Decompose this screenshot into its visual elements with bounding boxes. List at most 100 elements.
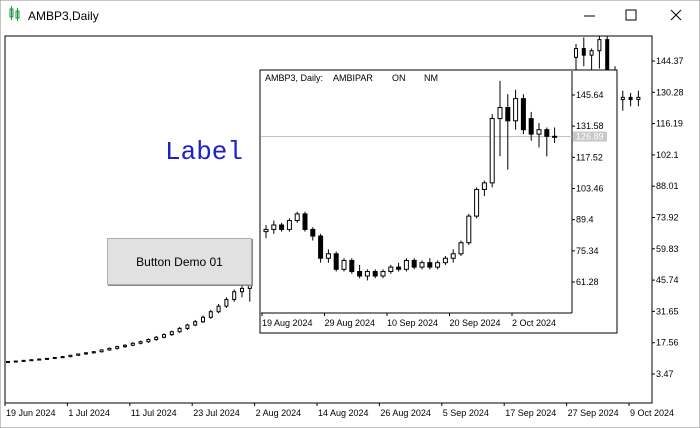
y-tick-label: 45.74: [656, 275, 679, 285]
candle-body: [208, 311, 213, 318]
y-tick-label: 61.28: [576, 277, 599, 287]
candle-body: [388, 266, 394, 273]
candle-body: [60, 356, 65, 359]
candle-body: [318, 235, 324, 259]
candle-body: [240, 287, 244, 293]
candle-body: [474, 189, 480, 217]
candle-body: [52, 356, 57, 359]
y-tick-label: 130.28: [656, 87, 684, 97]
candle-body: [636, 96, 641, 101]
candle-body: [185, 324, 190, 329]
x-tick-label: 11 Jul 2024: [131, 408, 177, 418]
candle-body: [6, 360, 10, 363]
candle-body: [193, 321, 198, 326]
candle-body: [13, 360, 18, 363]
candle-body: [138, 341, 143, 344]
candle-body: [403, 259, 409, 270]
candle-body: [574, 47, 578, 58]
candle-body: [419, 262, 425, 268]
candle-body: [605, 39, 610, 72]
x-tick-label: 19 Jun 2024: [6, 408, 56, 418]
candle-body: [481, 182, 487, 191]
x-tick-label: 27 Sep 2024: [568, 408, 619, 418]
candle-body: [130, 342, 135, 346]
candle-body: [123, 344, 127, 348]
candle-body: [628, 96, 633, 101]
x-tick-label: 23 Jul 2024: [193, 408, 240, 418]
candle-body: [37, 358, 42, 361]
y-tick-label: 102.1: [656, 150, 679, 160]
inner-title: ON: [392, 73, 406, 83]
candle-body: [232, 291, 237, 301]
demo-button[interactable]: Button Demo 01: [107, 238, 252, 285]
y-tick-label: 89.4: [576, 215, 594, 225]
candle-body: [489, 118, 495, 184]
candle-body: [224, 299, 229, 307]
y-tick-label: 116.19: [656, 119, 683, 129]
candle-body: [84, 352, 88, 355]
candle-body: [380, 271, 386, 277]
candle-body: [589, 50, 594, 56]
label: Label: [165, 137, 243, 167]
candle-body: [520, 98, 526, 131]
candle-body: [364, 271, 370, 277]
y-tick-label: 131.58: [576, 121, 604, 131]
y-tick-label: 145.64: [576, 90, 604, 100]
candle-body: [91, 351, 96, 354]
candle-body: [349, 259, 355, 273]
maximize-button[interactable]: [625, 9, 637, 21]
close-button[interactable]: [670, 9, 682, 21]
candle-body: [45, 357, 49, 360]
candle-body: [466, 215, 472, 244]
x-tick-label: 9 Oct 2024: [630, 408, 674, 418]
candle-body: [263, 228, 269, 233]
y-tick-label: 3.47: [656, 369, 674, 379]
candle-body: [76, 353, 81, 356]
candle-body: [310, 228, 316, 237]
candle-body: [411, 259, 417, 268]
y-tick-label: 59.83: [656, 244, 679, 254]
candle-body: [146, 339, 151, 343]
candle-body: [581, 47, 586, 56]
x-tick-label: 19 Aug 2024: [262, 318, 313, 328]
window-title: AMBP3,Daily: [28, 9, 99, 23]
candle-body: [442, 257, 448, 264]
candle-body: [528, 118, 534, 135]
x-tick-label: 17 Sep 2024: [505, 408, 556, 418]
candle-body: [271, 224, 277, 230]
price-label: 126.89: [576, 132, 604, 142]
y-tick-label: 117.52: [576, 152, 603, 162]
candle-body: [396, 266, 402, 270]
candle-body: [325, 253, 331, 259]
inner-title: AMBP3, Daily:: [265, 73, 323, 83]
x-tick-label: 2 Aug 2024: [256, 408, 302, 418]
inner-axes: AMBP3, Daily: AMBIPAR ON NM 145.64 131.58 117.…: [261, 73, 607, 328]
candle-body: [29, 359, 34, 362]
x-tick-label: 14 Aug 2024: [318, 408, 369, 418]
candle-body: [450, 253, 456, 259]
candle-body: [154, 336, 159, 341]
y-tick-label: 103.46: [576, 184, 604, 194]
candle-body: [201, 316, 205, 323]
app-icon: [9, 6, 20, 21]
x-tick-label: 26 Aug 2024: [380, 408, 431, 418]
inner-title: AMBIPAR: [333, 73, 373, 83]
x-tick-label: 5 Sep 2024: [443, 408, 489, 418]
candle-body: [302, 213, 308, 230]
x-tick-label: 10 Sep 2024: [387, 318, 438, 328]
x-tick-label: 2 Oct 2024: [512, 318, 556, 328]
candle-body: [372, 271, 378, 277]
candle-body: [162, 334, 166, 338]
candle-body: [177, 327, 182, 333]
candle-body: [497, 107, 503, 120]
candle-body: [169, 331, 174, 336]
candle-body: [597, 39, 602, 52]
candle-body: [333, 253, 339, 270]
y-tick-label: 73.92: [656, 213, 679, 223]
candle-body: [99, 349, 104, 353]
inner-chart-frame: [259, 69, 618, 334]
candle-body: [544, 129, 550, 137]
candle-body: [107, 347, 112, 351]
